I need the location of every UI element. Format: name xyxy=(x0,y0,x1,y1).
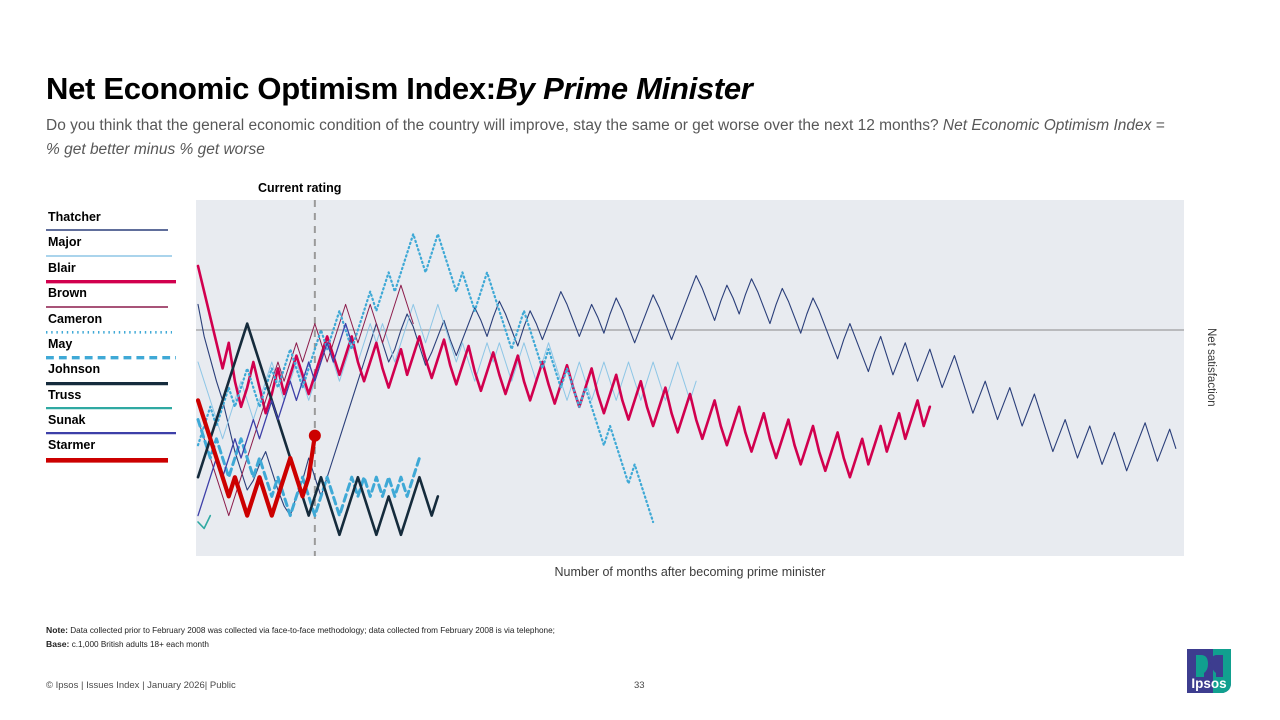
x-axis-label: Number of months after becoming prime mi… xyxy=(554,565,826,579)
legend-item-label: Johnson xyxy=(48,362,101,377)
legend-item-label: Truss xyxy=(48,387,82,402)
legend-item-may[interactable]: May xyxy=(46,336,196,360)
legend-item-label: Blair xyxy=(48,260,76,275)
base-label: Base: xyxy=(46,638,70,649)
legend-item-label: Cameron xyxy=(48,311,103,326)
legend-item-brown[interactable]: Brown xyxy=(46,286,196,308)
base-line: Base: c.1,000 British adults 18+ each mo… xyxy=(46,638,555,652)
legend-item-label: Starmer xyxy=(48,438,96,453)
page-title: Net Economic Optimism Index:By Prime Min… xyxy=(46,72,1176,105)
series-line-johnson[interactable] xyxy=(196,322,440,537)
legend-item-label: Brown xyxy=(48,286,87,301)
page-subtitle-question: Do you think that the general economic c… xyxy=(46,117,939,135)
line-chart xyxy=(196,200,1184,556)
ipsos-logo: Ipsos xyxy=(1183,645,1235,697)
current-rating-marker[interactable] xyxy=(308,429,321,442)
legend-item-label: Major xyxy=(48,235,82,250)
legend-item-thatcher[interactable]: Thatcher xyxy=(46,210,196,232)
footer-page-number: 33 xyxy=(634,680,645,691)
base-text: c.1,000 British adults 18+ each month xyxy=(71,639,209,649)
series-line-truss[interactable] xyxy=(197,514,212,530)
y-axis-label: Net satisfaction xyxy=(1205,328,1217,407)
slide-footer: © Ipsos | Issues Index | January 2026| P… xyxy=(0,680,1280,700)
legend-item-label: Sunak xyxy=(48,413,86,427)
legend-item-johnson[interactable]: Johnson xyxy=(46,362,196,385)
slide-header: Net Economic Optimism Index:By Prime Min… xyxy=(46,72,1176,162)
note-label: Note: xyxy=(46,625,68,635)
legend-item-truss[interactable]: Truss xyxy=(46,387,196,410)
legend-item-cameron[interactable]: Cameron xyxy=(46,311,196,334)
series-line-brown[interactable] xyxy=(197,284,414,517)
footer-copyright: © Ipsos | Issues Index | January 2026| P… xyxy=(46,680,236,691)
note-text: Data collected prior to February 2008 wa… xyxy=(70,626,555,635)
legend-item-starmer[interactable]: Starmer xyxy=(46,438,196,463)
plot-background xyxy=(196,200,1184,556)
series-line-may[interactable] xyxy=(196,418,421,518)
series-line-major[interactable] xyxy=(197,303,697,440)
legend-item-label: Thatcher xyxy=(48,210,101,224)
ipsos-logo-text: Ipsos xyxy=(1191,676,1226,691)
legend-item-major[interactable]: Major xyxy=(46,235,196,257)
legend-item-label: May xyxy=(48,336,73,351)
ipsos-logo-icon: Ipsos xyxy=(1184,646,1234,696)
chart-plot-area xyxy=(196,200,1184,556)
current-rating-annotation: Current rating xyxy=(258,181,342,195)
series-line-starmer[interactable] xyxy=(196,398,317,518)
page-title-italic: By Prime Minister xyxy=(495,71,753,106)
legend-item-sunak[interactable]: Sunak xyxy=(46,413,196,435)
chart-legend: Thatcher Major Blair Brown Cameron May Johnson… xyxy=(46,210,196,464)
page-subtitle-definition: Net Economic Optimism Index = % get bett… xyxy=(46,117,1165,159)
page-title-main: Net Economic Optimism Index: xyxy=(46,71,496,106)
legend-item-blair[interactable]: Blair xyxy=(46,260,196,284)
series-line-cameron[interactable] xyxy=(196,232,655,524)
note-line: Note: Data collected prior to February 2… xyxy=(46,624,555,638)
page-subtitle: Do you think that the general economic c… xyxy=(46,114,1166,161)
footnotes: Note: Data collected prior to February 2… xyxy=(46,624,555,651)
